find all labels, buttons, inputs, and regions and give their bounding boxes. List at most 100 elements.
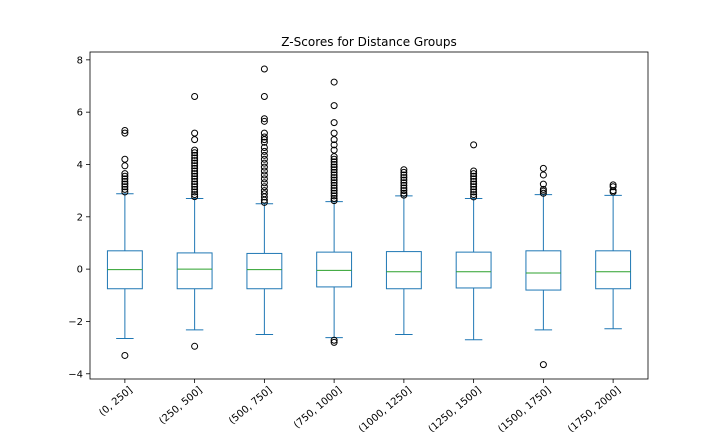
outlier-point bbox=[400, 179, 408, 187]
outlier-point bbox=[260, 198, 268, 206]
outlier-point bbox=[330, 174, 338, 182]
outlier-point bbox=[260, 147, 268, 155]
outlier-point bbox=[260, 65, 268, 73]
outlier-point bbox=[330, 197, 338, 205]
x-tick-label: (0, 250] bbox=[97, 385, 134, 419]
outlier-point bbox=[330, 163, 338, 171]
outlier-point bbox=[260, 159, 268, 167]
outlier-point bbox=[400, 184, 408, 192]
outlier-point bbox=[470, 172, 478, 180]
outlier-point bbox=[400, 181, 408, 189]
outlier-point bbox=[330, 179, 338, 187]
outlier-point bbox=[121, 188, 129, 196]
outlier-point bbox=[330, 102, 338, 110]
outlier-point bbox=[260, 179, 268, 187]
y-tick-label: 2 bbox=[77, 212, 83, 223]
outlier-point bbox=[470, 170, 478, 178]
outlier-point bbox=[539, 164, 547, 172]
outlier-point bbox=[260, 151, 268, 159]
outlier-point bbox=[330, 158, 338, 166]
outlier-point bbox=[400, 166, 408, 174]
outlier-point bbox=[191, 151, 199, 159]
outlier-point bbox=[121, 351, 129, 359]
y-tick-label: 4 bbox=[77, 160, 83, 171]
outlier-point bbox=[330, 176, 338, 184]
outlier-point bbox=[191, 183, 199, 191]
outlier-point bbox=[260, 167, 268, 175]
outlier-point bbox=[191, 146, 199, 154]
outlier-point bbox=[330, 171, 338, 179]
outlier-point bbox=[400, 189, 408, 197]
outlier-point bbox=[260, 196, 268, 204]
x-tick-label: (1500, 1750] bbox=[496, 385, 553, 432]
outlier-point bbox=[470, 183, 478, 191]
outlier-point bbox=[191, 92, 199, 100]
outlier-point bbox=[330, 136, 338, 144]
y-tick-label: 6 bbox=[77, 108, 83, 119]
outlier-point bbox=[400, 187, 408, 195]
outlier-point bbox=[191, 177, 199, 185]
box-iqr bbox=[246, 252, 283, 290]
outlier-point bbox=[539, 187, 547, 195]
outlier-point bbox=[330, 155, 338, 163]
outlier-point bbox=[330, 194, 338, 202]
outlier-point bbox=[191, 175, 199, 183]
box-iqr bbox=[176, 252, 213, 290]
outlier-point bbox=[539, 361, 547, 369]
outlier-point bbox=[121, 185, 129, 193]
outlier-point bbox=[330, 336, 338, 344]
outlier-point bbox=[260, 133, 268, 141]
x-tick-label: (1000, 1250] bbox=[357, 385, 414, 432]
outlier-point bbox=[191, 170, 199, 178]
outlier-point bbox=[191, 154, 199, 162]
x-tick-label: (500, 750] bbox=[227, 385, 274, 427]
outlier-point bbox=[260, 129, 268, 137]
box-iqr bbox=[385, 251, 422, 290]
outlier-point bbox=[121, 172, 129, 180]
outlier-point bbox=[260, 193, 268, 201]
x-tick-label: (250, 500] bbox=[157, 385, 204, 427]
outlier-point bbox=[470, 177, 478, 185]
outlier-point bbox=[539, 185, 547, 193]
outlier-point bbox=[470, 191, 478, 199]
x-tick-label: (750, 1000] bbox=[292, 385, 344, 431]
outlier-point bbox=[121, 180, 129, 188]
outlier-point bbox=[539, 180, 547, 188]
outlier-point bbox=[400, 174, 408, 182]
outlier-point bbox=[330, 187, 338, 195]
outlier-point bbox=[121, 162, 129, 170]
outlier-point bbox=[191, 342, 199, 350]
outlier-point bbox=[191, 188, 199, 196]
outlier-point bbox=[400, 171, 408, 179]
outlier-point bbox=[260, 143, 268, 151]
outlier-point bbox=[260, 92, 268, 100]
outlier-point bbox=[191, 157, 199, 165]
outlier-point bbox=[191, 167, 199, 175]
y-tick-label: 0 bbox=[77, 265, 83, 276]
outlier-point bbox=[539, 171, 547, 179]
outlier-point bbox=[260, 138, 268, 146]
box-iqr bbox=[595, 250, 632, 290]
x-tick-label: (1750, 2000] bbox=[566, 385, 623, 432]
y-tick-label: −4 bbox=[68, 369, 83, 380]
box-iqr bbox=[316, 251, 353, 288]
outlier-point bbox=[470, 175, 478, 183]
outlier-point bbox=[260, 183, 268, 191]
outlier-point bbox=[330, 338, 338, 346]
outlier-point bbox=[330, 146, 338, 154]
outlier-point bbox=[470, 141, 478, 149]
box-iqr bbox=[525, 250, 562, 291]
outlier-point bbox=[400, 168, 408, 176]
outlier-point bbox=[121, 155, 129, 163]
outlier-point bbox=[121, 129, 129, 137]
outlier-point bbox=[330, 119, 338, 127]
outlier-point bbox=[260, 171, 268, 179]
outlier-point bbox=[191, 185, 199, 193]
outlier-point bbox=[260, 117, 268, 125]
outlier-point bbox=[330, 184, 338, 192]
outlier-point bbox=[330, 189, 338, 197]
outlier-point bbox=[191, 164, 199, 172]
outlier-point bbox=[330, 168, 338, 176]
outlier-point bbox=[191, 149, 199, 157]
outlier-point bbox=[470, 167, 478, 175]
